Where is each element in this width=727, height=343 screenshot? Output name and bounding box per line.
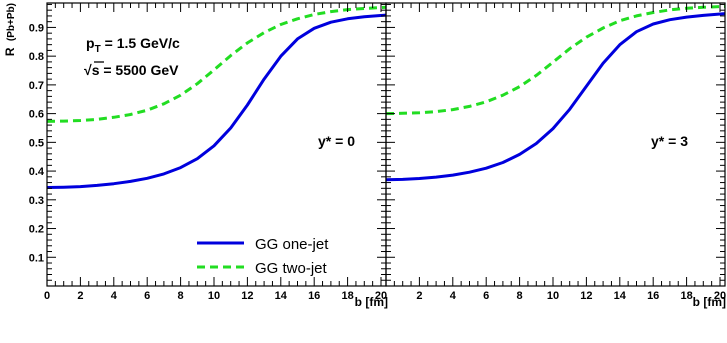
y-axis-title: R (Pb+Pb) (3, 3, 17, 56)
y-tick-label: 0.9 (29, 22, 44, 34)
x-tick-label: 4 (111, 290, 118, 302)
x-tick-label: 18 (680, 290, 692, 302)
annotation-pt-symbol: p (86, 35, 95, 51)
x-tick-label: 20 (714, 290, 726, 302)
x-tick-label: 20 (375, 290, 387, 302)
annotation-sqrt-symbol: √ (84, 62, 92, 78)
x-tick-label: 12 (241, 290, 253, 302)
panel-right-marks (385, 4, 726, 182)
panel-left-tick-labels: 0 2 4 6 8 10 12 14 16 18 20 0.1 0.2 0.3 0.4 0.5 0.6 0.7 0.… (29, 22, 387, 302)
x-tick-label: 12 (580, 290, 592, 302)
legend: GG one-jet GG two-jet (197, 236, 329, 277)
annotation-sqrt-value: s = 5500 GeV (92, 62, 179, 78)
x-tick-label: 14 (275, 290, 288, 302)
panel-right-ticks (385, 3, 725, 287)
x-tick-label: 4 (450, 290, 457, 302)
x-tick-label: 2 (416, 290, 422, 302)
x-tick-label: 6 (483, 290, 489, 302)
x-tick-label: 10 (208, 290, 220, 302)
panel-right-tick-labels: 2 4 6 8 10 12 14 16 18 20 (416, 290, 726, 302)
y-axis-title-main: R (3, 47, 17, 56)
y-tick-label: 0.5 (29, 137, 44, 149)
panel-left-label: y* = 0 (318, 133, 355, 149)
x-tick-label: 18 (341, 290, 353, 302)
panel-right-label: y* = 3 (651, 133, 688, 149)
legend-label-two-jet: GG two-jet (255, 260, 328, 277)
x-tick-label: 8 (517, 290, 523, 302)
series-line-two-jet-panel-2 (385, 4, 726, 116)
y-tick-label: 0.1 (29, 252, 44, 264)
panel-left: 0 2 4 6 8 10 12 14 16 18 20 0.1 0.2 0.3 0.4 0.5 0.6 0.7 0.… (29, 2, 388, 309)
y-tick-label: 0.8 (29, 51, 44, 63)
x-tick-label: 16 (647, 290, 659, 302)
y-axis-title-paren: (Pb+Pb) (6, 3, 17, 41)
y-tick-label: 0.4 (29, 166, 45, 178)
x-tick-label: 16 (308, 290, 320, 302)
panel-right-frame (385, 2, 726, 287)
y-tick-label: 0.7 (29, 80, 44, 92)
annotation-pt-value: = 1.5 GeV/c (105, 35, 180, 51)
panel-right: 2 4 6 8 10 12 14 16 18 20 y* = 3 b [fm] (385, 2, 726, 309)
annotation-pt: pT = 1.5 GeV/c (86, 35, 180, 55)
x-tick-label: 10 (547, 290, 559, 302)
y-tick-label: 0.6 (29, 109, 44, 121)
series-line-two-jet-panel-1 (46, 5, 387, 123)
x-tick-label: 6 (144, 290, 150, 302)
panel-left-marks (46, 5, 387, 189)
x-tick-label: 2 (77, 290, 83, 302)
x-tick-label: 0 (44, 290, 50, 302)
y-tick-label: 0.3 (29, 195, 44, 207)
annotation-sqrt-s: √s = 5500 GeV (84, 62, 179, 78)
panel-left-ticks (46, 3, 386, 287)
panel-right-x-axis-title: b [fm] (693, 295, 726, 309)
series-line-one-jet-panel-1 (46, 13, 387, 189)
panel-left-x-axis-title: b [fm] (355, 295, 388, 309)
x-tick-label: 8 (178, 290, 184, 302)
annotation-pt-subscript: T (95, 44, 101, 55)
legend-label-one-jet: GG one-jet (255, 236, 329, 253)
y-tick-label: 0.2 (29, 224, 44, 236)
series-line-one-jet-panel-2 (385, 12, 726, 182)
x-tick-label: 14 (614, 290, 627, 302)
